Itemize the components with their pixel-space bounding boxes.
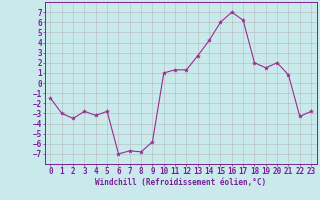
X-axis label: Windchill (Refroidissement éolien,°C): Windchill (Refroidissement éolien,°C)	[95, 178, 266, 187]
